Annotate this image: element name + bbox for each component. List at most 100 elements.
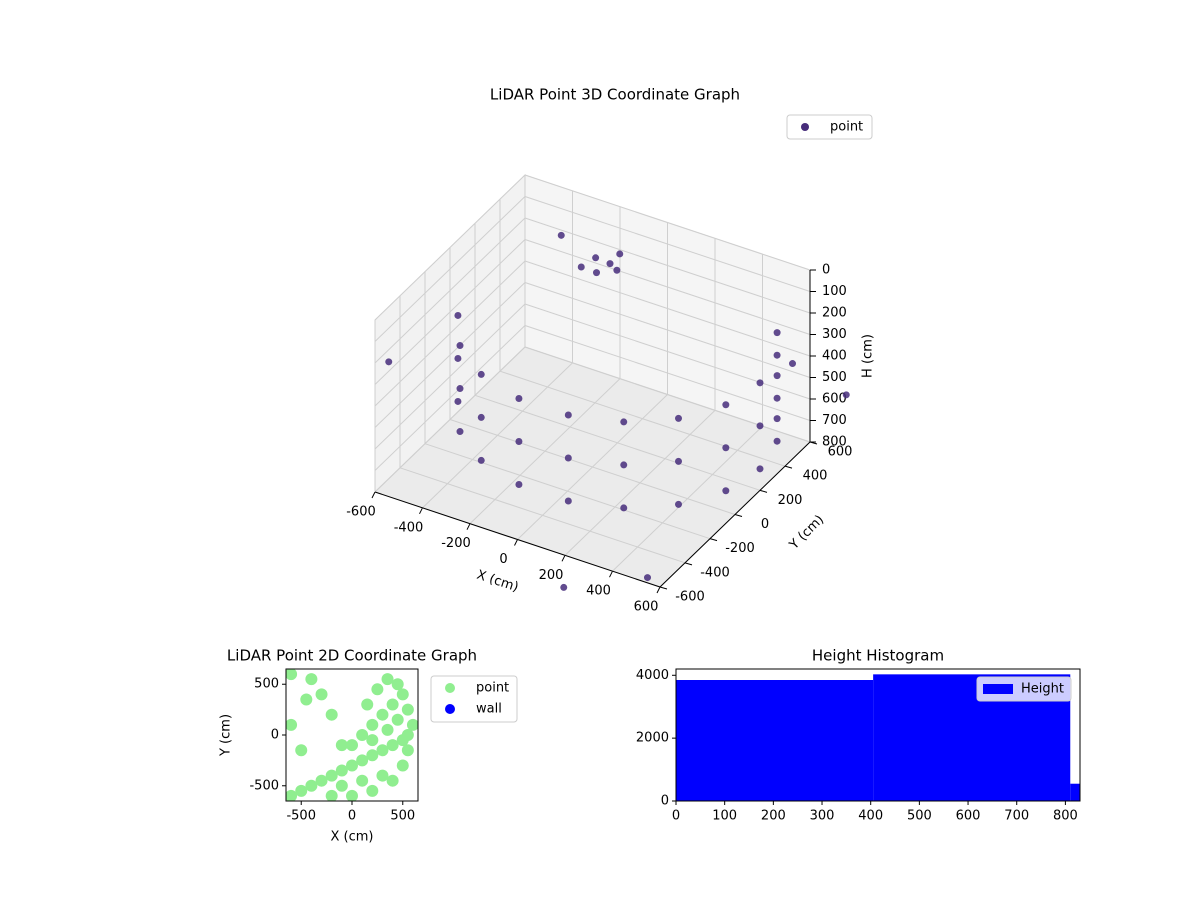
point <box>454 354 462 362</box>
x-tick <box>419 507 423 515</box>
grid-line <box>399 467 686 564</box>
point <box>396 688 409 701</box>
grid-line <box>524 325 811 421</box>
grid-line <box>374 239 526 385</box>
legend-marker <box>801 123 809 131</box>
y-tick-label: 500 <box>254 677 279 692</box>
legend-patch <box>983 684 1013 694</box>
y-tick-label: -400 <box>700 565 730 580</box>
x-tick-label: -500 <box>286 809 316 824</box>
point <box>396 759 409 772</box>
grid-line <box>374 303 526 450</box>
y-tick-label: 200 <box>778 493 803 508</box>
y-tick <box>784 465 793 469</box>
point <box>315 774 328 787</box>
point <box>756 379 764 387</box>
point <box>756 422 764 430</box>
grid-line <box>499 370 786 467</box>
point <box>371 683 384 696</box>
chart-title: Height Histogram <box>812 647 944 665</box>
point <box>361 698 374 711</box>
x-tick <box>466 523 471 530</box>
y-tick-label: 2000 <box>636 731 669 746</box>
x-axis-line <box>374 491 661 588</box>
point <box>644 574 651 582</box>
point <box>456 342 464 350</box>
x-tick-label: 300 <box>810 809 835 824</box>
z-tick-label: 100 <box>822 284 847 299</box>
grid-line <box>524 282 811 378</box>
point <box>335 739 348 752</box>
point <box>366 784 379 797</box>
legend-label: Height <box>1021 682 1064 697</box>
x-tick-label: -600 <box>346 505 376 520</box>
point <box>454 397 462 405</box>
grid-line <box>474 394 761 491</box>
legend-box <box>786 114 873 140</box>
point <box>346 759 358 772</box>
y-axis-label: Y (cm) <box>219 714 234 757</box>
z-tick-label: 300 <box>822 327 847 342</box>
point <box>722 487 730 495</box>
y-tick-label: 0 <box>271 728 279 743</box>
point <box>305 779 318 792</box>
x-tick <box>561 555 566 562</box>
grid-line <box>374 174 526 321</box>
grid-line <box>374 260 526 407</box>
point <box>356 729 369 741</box>
point <box>385 358 393 366</box>
x-tick-label: 500 <box>907 809 932 824</box>
x-tick-label: -400 <box>394 520 424 535</box>
point <box>386 698 399 711</box>
point <box>391 713 404 726</box>
point <box>592 254 600 262</box>
point <box>376 708 389 721</box>
point <box>560 583 568 591</box>
point <box>406 718 418 731</box>
point <box>773 394 781 402</box>
z-tick-label: 700 <box>822 413 847 428</box>
x-tick <box>371 491 376 499</box>
point <box>577 263 585 271</box>
legend-marker <box>445 704 455 714</box>
point <box>295 784 308 797</box>
point <box>401 729 414 741</box>
point <box>564 411 572 419</box>
point <box>564 497 572 505</box>
x-tick-label: 400 <box>858 809 883 824</box>
point <box>381 723 394 736</box>
point <box>675 457 682 465</box>
point <box>789 360 796 368</box>
x-tick-label: 500 <box>390 809 415 824</box>
x-tick-label: 0 <box>499 552 507 567</box>
point <box>620 418 628 426</box>
point <box>300 693 313 706</box>
point <box>381 673 394 686</box>
point <box>620 504 628 512</box>
grid-line <box>374 282 526 428</box>
point <box>286 789 298 801</box>
point <box>286 669 298 681</box>
legend-label: wall <box>476 702 502 717</box>
point <box>456 385 464 393</box>
x-tick-label: 700 <box>1004 809 1029 824</box>
point <box>346 789 358 801</box>
grid-line <box>374 346 526 493</box>
point <box>386 739 399 752</box>
legend-box <box>976 676 1072 702</box>
grid-line <box>524 260 811 357</box>
point <box>456 428 464 436</box>
y-axis-line <box>659 441 811 588</box>
point <box>613 266 621 274</box>
point <box>335 764 348 777</box>
point <box>773 437 781 445</box>
grid-line <box>449 419 736 515</box>
point <box>401 744 414 757</box>
x-tick-label: 200 <box>539 568 564 583</box>
y-tick-label: -500 <box>249 778 279 793</box>
point <box>401 703 414 716</box>
point <box>675 500 682 508</box>
x-tick-label: 600 <box>634 600 659 615</box>
bar <box>1070 783 1080 801</box>
